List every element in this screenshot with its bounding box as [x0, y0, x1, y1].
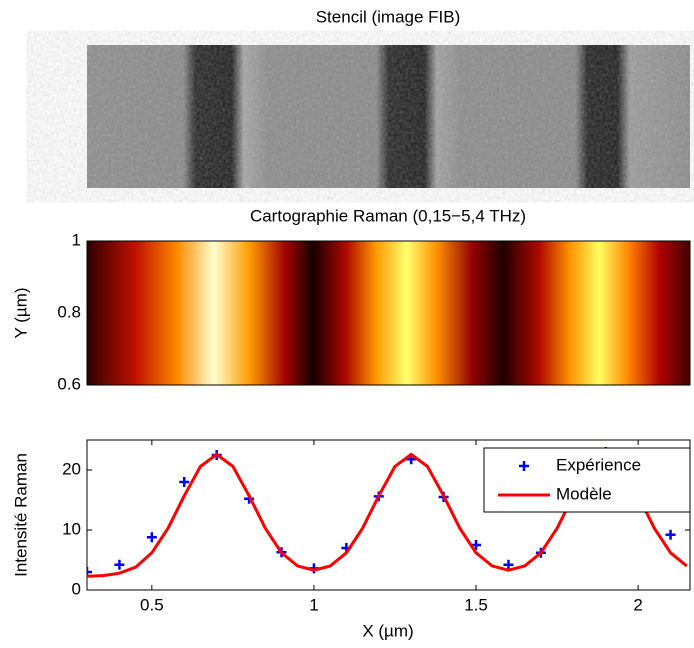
x-axis-label: X (µm) — [362, 621, 413, 640]
y-tick-label: 1 — [72, 230, 81, 249]
y-tick-label: 0.8 — [57, 302, 81, 321]
data-point — [146, 532, 157, 543]
x-tick-label: 1.5 — [464, 595, 488, 614]
legend-label: Modèle — [556, 484, 612, 503]
heatmap-image — [87, 241, 690, 385]
plot-frame — [86, 439, 691, 591]
y-tick-label: 10 — [62, 519, 81, 538]
y-axis-label: Intensité Raman — [11, 453, 30, 577]
data-point — [179, 477, 190, 487]
y-tick-label: 0 — [72, 579, 81, 598]
legend-box — [483, 447, 691, 513]
data-point — [114, 559, 125, 570]
x-tick-label: 0.5 — [140, 595, 164, 614]
x-tick-label: 1 — [309, 595, 318, 614]
data-point — [471, 540, 482, 550]
data-point — [503, 559, 514, 570]
y-axis-label: Y (µm) — [11, 287, 30, 338]
y-tick-label: 0.6 — [57, 374, 81, 393]
x-tick-label: 2 — [633, 595, 642, 614]
stencil-texture — [87, 45, 690, 188]
legend-label: Expérience — [556, 455, 641, 474]
legend-marker — [519, 461, 529, 471]
heatmap-title: Cartographie Raman (0,15−5,4 THz) — [250, 206, 526, 225]
data-point — [87, 567, 92, 577]
y-tick-label: 20 — [62, 459, 81, 478]
data-point — [665, 529, 676, 540]
stencil-title: Stencil (image FIB) — [316, 7, 461, 26]
